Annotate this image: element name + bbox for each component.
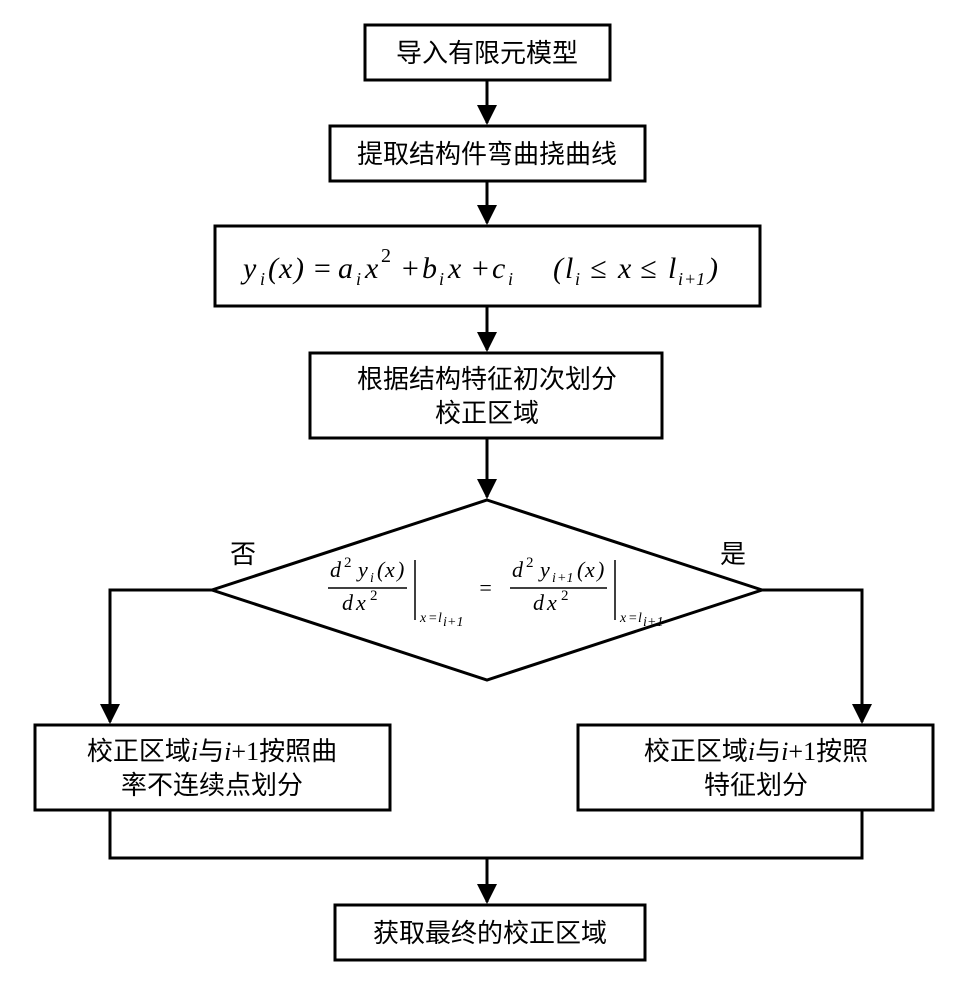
node-quadratic-formula: y i ( x ) = a i x 2 + b i x + c i ( l i … — [215, 226, 760, 306]
svg-text:i: i — [678, 269, 683, 289]
svg-text:i: i — [552, 571, 556, 586]
svg-text:+: + — [400, 252, 420, 285]
svg-text:2: 2 — [561, 588, 569, 604]
node-discontinuity-partition: 校正区域i与i+1按照曲 率不连续点划分 — [35, 725, 390, 810]
node-feature-line1: 校正区域i与i+1按照 — [644, 737, 868, 766]
svg-text:i: i — [508, 269, 513, 289]
node-curvature-decision: d 2 y i ( x ) d x 2 x = l i +1 = d 2 y i — [212, 500, 762, 680]
node-import-fem: 导入有限元模型 — [365, 25, 610, 80]
svg-text:x: x — [419, 611, 427, 626]
svg-text:+1: +1 — [684, 269, 705, 289]
node-import-fem-label: 导入有限元模型 — [396, 39, 578, 68]
svg-text:+1: +1 — [447, 615, 463, 630]
svg-text:l: l — [565, 252, 573, 285]
svg-text:): ) — [706, 252, 718, 285]
node-extract-curve: 提取结构件弯曲挠曲线 — [330, 126, 645, 181]
svg-text:x: x — [278, 252, 293, 285]
svg-text:l: l — [438, 611, 442, 626]
svg-text:i: i — [439, 269, 444, 289]
flowchart-svg: 导入有限元模型 提取结构件弯曲挠曲线 y i ( x ) = a i x 2 +… — [0, 0, 962, 1000]
node-initial-partition-line1: 根据结构特征初次划分 — [357, 365, 617, 394]
decision-no-label: 否 — [230, 540, 256, 569]
svg-text:a: a — [338, 252, 353, 285]
svg-text:i: i — [370, 571, 374, 586]
node-discontinuity-line2: 率不连续点划分 — [121, 771, 303, 800]
svg-text:x: x — [447, 252, 462, 285]
svg-text:d: d — [533, 590, 545, 615]
svg-text:i: i — [260, 269, 265, 289]
node-final-region: 获取最终的校正区域 — [335, 905, 645, 960]
svg-text:x: x — [617, 252, 632, 285]
node-initial-partition: 根据结构特征初次划分 校正区域 — [310, 353, 662, 438]
svg-text:+1: +1 — [557, 571, 573, 586]
svg-text:x: x — [364, 252, 379, 285]
svg-text:=: = — [312, 252, 332, 285]
svg-text:2: 2 — [344, 555, 352, 571]
svg-text:x: x — [384, 557, 395, 582]
node-final-region-label: 获取最终的校正区域 — [373, 919, 607, 948]
svg-text:): ) — [395, 557, 404, 582]
node-feature-partition: 校正区域i与i+1按照 特征划分 — [578, 725, 933, 810]
svg-text:i: i — [356, 269, 361, 289]
svg-text:d: d — [512, 557, 524, 582]
svg-text:b: b — [422, 252, 437, 285]
edge-n5-n7 — [762, 590, 862, 722]
svg-text:+1: +1 — [647, 615, 663, 630]
svg-text:d: d — [330, 557, 342, 582]
svg-text:x: x — [546, 590, 557, 615]
node-discontinuity-line1: 校正区域i与i+1按照曲 — [87, 737, 337, 766]
svg-text:l: l — [638, 611, 642, 626]
svg-text:x: x — [619, 611, 627, 626]
svg-text:y: y — [356, 557, 368, 582]
edge-n7-merge — [487, 810, 862, 858]
svg-text:=: = — [628, 611, 637, 626]
svg-text:(: ( — [553, 252, 565, 285]
decision-yes-label: 是 — [720, 540, 746, 569]
svg-text:=: = — [428, 611, 437, 626]
svg-text:=: = — [478, 575, 493, 600]
svg-text:d: d — [342, 590, 354, 615]
svg-text:x: x — [584, 557, 595, 582]
svg-text:≤: ≤ — [640, 252, 656, 285]
svg-text:2: 2 — [370, 588, 378, 604]
edge-n6-merge — [110, 810, 487, 858]
svg-text:c: c — [492, 252, 505, 285]
svg-text:i: i — [575, 269, 580, 289]
svg-text:+: + — [470, 252, 490, 285]
svg-text:2: 2 — [526, 555, 534, 571]
edge-n5-n6 — [110, 590, 212, 722]
node-extract-curve-label: 提取结构件弯曲挠曲线 — [357, 140, 617, 169]
svg-text:y: y — [538, 557, 550, 582]
svg-text:y: y — [240, 252, 257, 285]
svg-text:l: l — [668, 252, 676, 285]
node-initial-partition-line2: 校正区域 — [435, 399, 539, 428]
svg-text:): ) — [595, 557, 604, 582]
svg-text:2: 2 — [381, 245, 391, 267]
svg-text:): ) — [292, 252, 304, 285]
node-feature-line2: 特征划分 — [704, 771, 808, 800]
svg-text:≤: ≤ — [590, 252, 606, 285]
svg-text:x: x — [355, 590, 366, 615]
